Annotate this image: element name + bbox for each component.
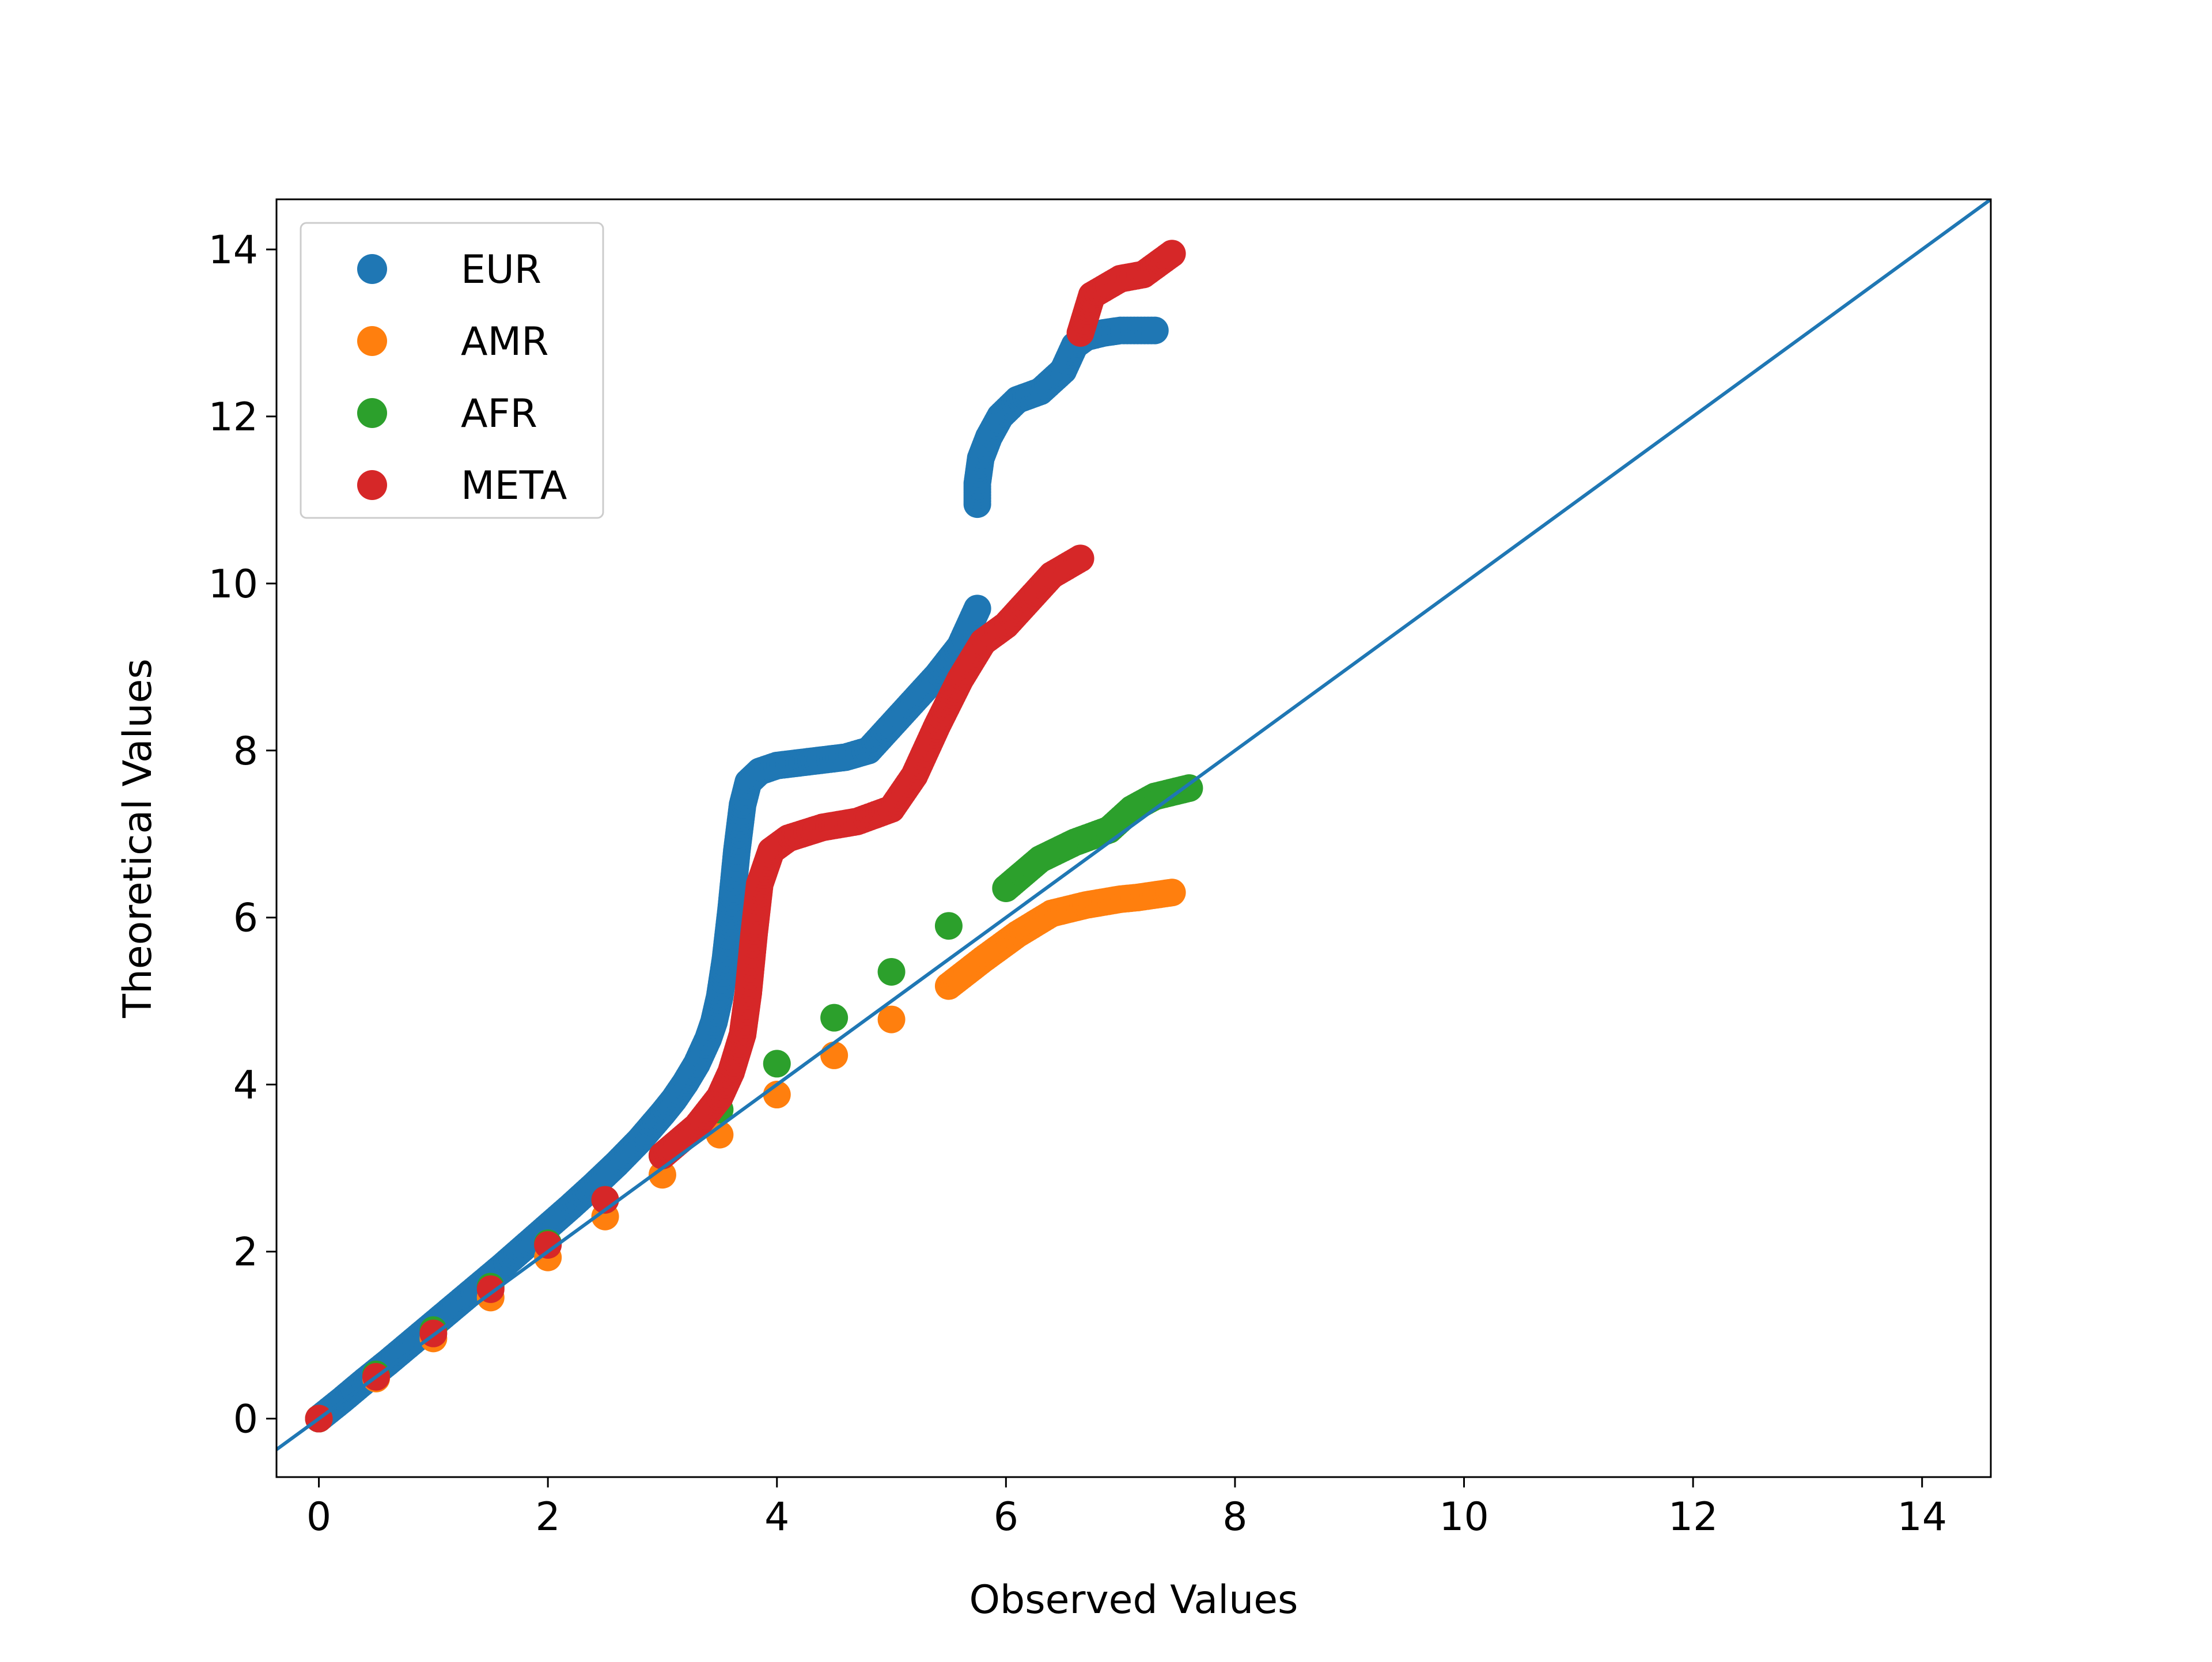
data-point <box>534 1231 562 1259</box>
series-meta <box>305 240 1186 1433</box>
data-point <box>476 1275 505 1303</box>
data-point <box>1158 879 1186 907</box>
legend-item-eur: EUR <box>357 247 541 293</box>
legend-item-amr: AMR <box>357 319 548 365</box>
data-point <box>934 912 963 940</box>
y-axis: 0 2 4 6 8 10 12 14 <box>208 228 276 1443</box>
legend-item-meta: META <box>357 463 567 509</box>
legend: EUR AMR AFR META <box>300 222 604 519</box>
x-tick-label: 8 <box>1222 1494 1247 1540</box>
x-tick-label: 4 <box>764 1494 789 1540</box>
x-tick-label: 10 <box>1439 1494 1489 1540</box>
data-point <box>877 1005 906 1033</box>
x-tick-label: 6 <box>994 1494 1018 1540</box>
legend-label: EUR <box>461 247 541 293</box>
y-tick-label: 0 <box>233 1397 258 1443</box>
legend-label: META <box>461 463 567 509</box>
data-point <box>1066 544 1094 573</box>
series-layer <box>305 240 1203 1433</box>
data-point <box>763 1050 791 1078</box>
data-point <box>1175 774 1203 802</box>
x-axis-label: Observed Values <box>969 1577 1298 1623</box>
data-point <box>1141 316 1169 344</box>
legend-marker <box>357 470 387 500</box>
data-point <box>820 1041 849 1069</box>
plot-frame <box>275 198 1992 1478</box>
legend-label: AMR <box>461 319 548 365</box>
legend-frame <box>300 222 604 519</box>
x-tick-label: 0 <box>306 1494 331 1540</box>
x-tick-label: 12 <box>1668 1494 1718 1540</box>
reference-line-layer <box>276 199 1991 1451</box>
y-tick-label: 4 <box>233 1063 258 1108</box>
legend-marker <box>357 326 387 356</box>
series-afr <box>305 774 1203 1433</box>
x-axis: 0 2 4 6 8 10 12 14 <box>306 1477 1947 1540</box>
y-tick-label: 8 <box>233 729 258 774</box>
legend-label: AFR <box>461 391 537 437</box>
y-tick-label: 10 <box>208 562 258 607</box>
identity-reference-line <box>276 199 1991 1451</box>
y-tick-label: 12 <box>208 395 258 440</box>
legend-item-afr: AFR <box>357 391 537 437</box>
legend-items: EUR AMR AFR META <box>357 247 567 509</box>
y-tick-label: 14 <box>208 228 258 273</box>
x-tick-label: 14 <box>1897 1494 1947 1540</box>
y-tick-label: 6 <box>233 896 258 941</box>
data-point <box>648 1161 676 1189</box>
data-point <box>963 595 991 623</box>
data-point <box>877 957 906 986</box>
x-tick-label: 2 <box>536 1494 560 1540</box>
y-tick-label: 2 <box>233 1230 258 1275</box>
series-eur <box>305 316 1169 1433</box>
legend-marker <box>357 254 387 284</box>
data-point <box>1158 240 1186 268</box>
data-point <box>820 1004 849 1032</box>
y-axis-label: Theoretical Values <box>115 658 161 1019</box>
legend-marker <box>357 398 387 428</box>
